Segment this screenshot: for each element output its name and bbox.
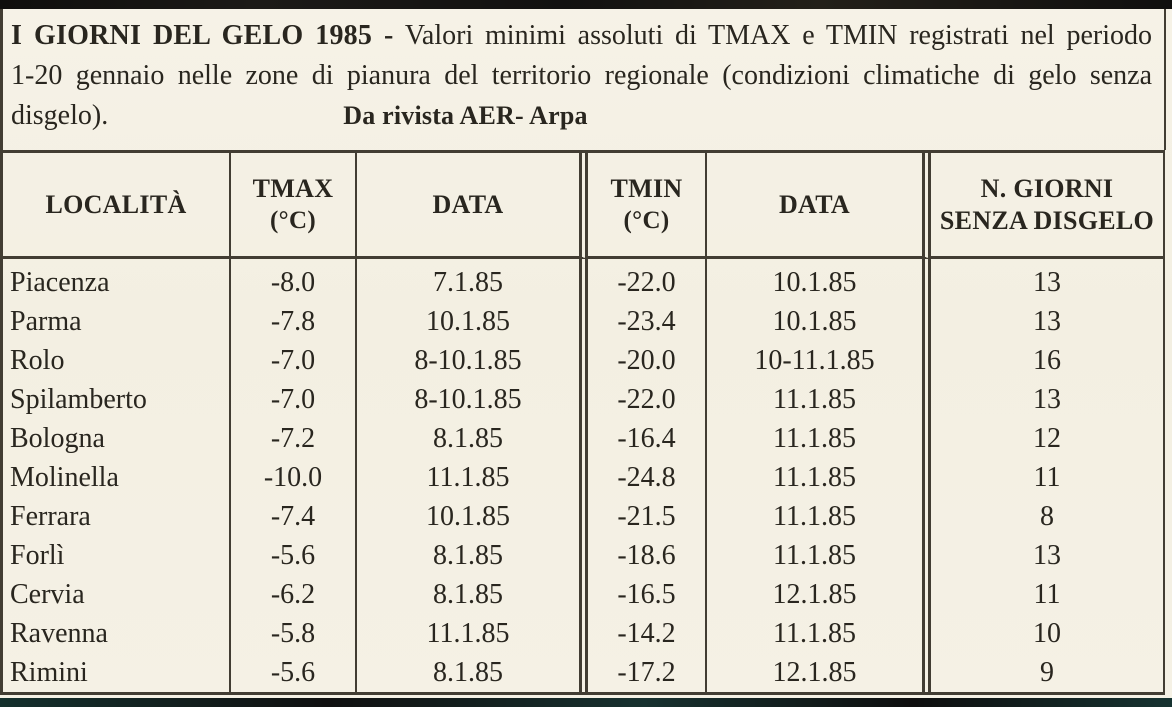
tmin-date-cell: 11.1.85 xyxy=(707,380,931,419)
tmax-cell: -8.0 xyxy=(231,259,357,302)
caption-title: I GIORNI DEL GELO 1985 - xyxy=(11,20,394,51)
tmin-cell: -20.0 xyxy=(588,341,707,380)
tmax-cell: -5.6 xyxy=(231,653,357,692)
tmin-cell: -14.2 xyxy=(588,614,707,653)
locality-cell: Rimini xyxy=(3,653,231,692)
tmin-cell: -22.0 xyxy=(588,380,707,419)
frost-days-table: LOCALITÀ TMAX (°C) DATA TMIN (°C) DATA N… xyxy=(0,150,1165,695)
caption-text-3: disgelo). xyxy=(11,100,109,131)
caption-line-1: I GIORNI DEL GELO 1985 - Valori minimi a… xyxy=(11,16,1152,56)
tmax-date-cell: 11.1.85 xyxy=(357,458,588,497)
source-note: Da rivista AER- Arpa xyxy=(343,101,588,130)
giorni-cell: 12 xyxy=(1033,423,1061,454)
column-header-tmax: TMAX (°C) xyxy=(231,153,357,259)
giorni-cell: 11 xyxy=(1033,579,1061,610)
tmax-date-cell: 10.1.85 xyxy=(357,302,588,341)
giorni-cell: 8 xyxy=(1040,501,1054,532)
header-tmin-unit: (°C) xyxy=(623,206,670,234)
tmax-cell: -7.0 xyxy=(231,341,357,380)
tmin-cell: -16.4 xyxy=(588,419,707,458)
tmax-date-cell: 8.1.85 xyxy=(357,419,588,458)
scan-bottom-edge xyxy=(0,698,1172,707)
tmax-cell: -6.2 xyxy=(231,575,357,614)
caption-line-3: disgelo). Da rivista AER- Arpa xyxy=(11,96,1152,136)
tmin-date-cell: 10-11.1.85 xyxy=(707,341,931,380)
table-caption: I GIORNI DEL GELO 1985 - Valori minimi a… xyxy=(0,9,1166,150)
tmax-date-cell: 8.1.85 xyxy=(357,575,588,614)
caption-line-2: 1-20 gennaio nelle zone di pianura del t… xyxy=(11,56,1152,96)
column-header-data-tmax: DATA xyxy=(357,153,588,259)
header-data-tmax-label: DATA xyxy=(432,189,504,219)
caption-text-1: Valori minimi assoluti di TMAX e TMIN re… xyxy=(393,20,1152,51)
locality-cell: Piacenza xyxy=(3,259,231,302)
header-tmax-unit: (°C) xyxy=(270,206,316,234)
locality-cell: Bologna xyxy=(3,419,231,458)
tmax-date-cell: 8.1.85 xyxy=(357,653,588,692)
scan-top-edge xyxy=(0,0,1172,9)
caption-text-2: 1-20 gennaio nelle zone di pianura del t… xyxy=(11,60,1152,91)
header-tmax-label: TMAX xyxy=(252,173,334,203)
tmin-cell: -24.8 xyxy=(588,458,707,497)
giorni-cell: 13 xyxy=(1033,306,1061,337)
tmin-date-cell: 11.1.85 xyxy=(707,614,931,653)
tmin-date-cell: 11.1.85 xyxy=(707,419,931,458)
tmax-date-cell: 8.1.85 xyxy=(357,536,588,575)
giorni-cell: 16 xyxy=(1033,345,1061,376)
tmin-cell: -23.4 xyxy=(588,302,707,341)
tmax-cell: -7.2 xyxy=(231,419,357,458)
locality-cell: Molinella xyxy=(3,458,231,497)
tmin-cell: -16.5 xyxy=(588,575,707,614)
tmin-date-cell: 11.1.85 xyxy=(707,458,931,497)
tmax-cell: -7.4 xyxy=(231,497,357,536)
tmax-date-cell: 11.1.85 xyxy=(357,614,588,653)
column-header-data-tmin: DATA xyxy=(707,153,931,259)
tmin-date-cell: 10.1.85 xyxy=(707,302,931,341)
tmin-cell: -22.0 xyxy=(588,259,707,302)
header-giorni-line1: N. GIORNI xyxy=(980,173,1114,203)
tmax-date-cell: 10.1.85 xyxy=(357,497,588,536)
giorni-cell: 9 xyxy=(1040,657,1054,688)
tmax-date-cell: 8-10.1.85 xyxy=(357,380,588,419)
column-header-locality: LOCALITÀ xyxy=(3,153,231,259)
locality-cell: Rolo xyxy=(3,341,231,380)
tmin-date-cell: 10.1.85 xyxy=(707,259,931,302)
locality-cell: Forlì xyxy=(3,536,231,575)
header-tmin-label: TMIN xyxy=(610,173,683,203)
giorni-cell: 11 xyxy=(1033,462,1061,493)
column-header-giorni: N. GIORNI SENZA DISGELO xyxy=(931,153,1163,259)
tmin-cell: -18.6 xyxy=(588,536,707,575)
giorni-cell: 13 xyxy=(1033,267,1061,298)
header-giorni-line2: SENZA DISGELO xyxy=(939,205,1155,235)
locality-cell: Ferrara xyxy=(3,497,231,536)
tmax-cell: -7.8 xyxy=(231,302,357,341)
header-locality-label: LOCALITÀ xyxy=(45,189,187,219)
locality-cell: Spilamberto xyxy=(3,380,231,419)
locality-cell: Ravenna xyxy=(3,614,231,653)
tmin-date-cell: 11.1.85 xyxy=(707,497,931,536)
tmax-date-cell: 8-10.1.85 xyxy=(357,341,588,380)
tmax-cell: -5.6 xyxy=(231,536,357,575)
header-data-tmin-label: DATA xyxy=(778,189,850,219)
tmin-date-cell: 12.1.85 xyxy=(707,653,931,692)
tmin-date-cell: 12.1.85 xyxy=(707,575,931,614)
tmax-cell: -10.0 xyxy=(231,458,357,497)
tmax-cell: -5.8 xyxy=(231,614,357,653)
tmin-date-cell: 11.1.85 xyxy=(707,536,931,575)
tmin-cell: -17.2 xyxy=(588,653,707,692)
locality-cell: Parma xyxy=(3,302,231,341)
tmin-cell: -21.5 xyxy=(588,497,707,536)
locality-cell: Cervia xyxy=(3,575,231,614)
tmax-date-cell: 7.1.85 xyxy=(357,259,588,302)
giorni-cell: 13 xyxy=(1033,540,1061,571)
tmax-cell: -7.0 xyxy=(231,380,357,419)
giorni-cell: 13 xyxy=(1033,384,1061,415)
giorni-cell: 10 xyxy=(1033,618,1061,649)
column-header-tmin: TMIN (°C) xyxy=(588,153,707,259)
